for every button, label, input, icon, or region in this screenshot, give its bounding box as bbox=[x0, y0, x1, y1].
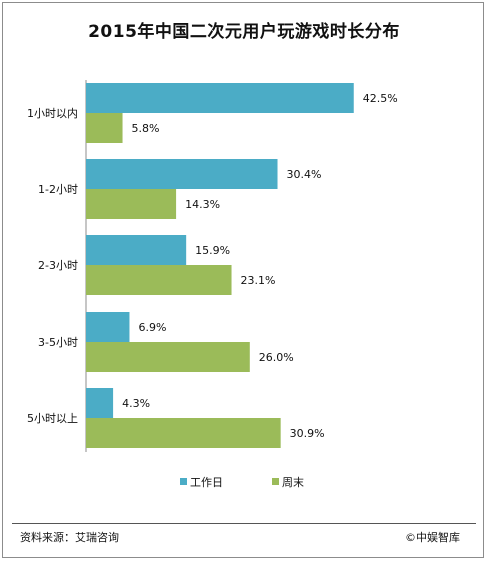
legend-label: 周末 bbox=[282, 475, 304, 489]
data-label: 14.3% bbox=[185, 198, 220, 211]
category-label: 5小时以上 bbox=[27, 412, 78, 425]
source-note: 资料来源：艾瑞咨询 bbox=[20, 531, 119, 544]
legend-swatch bbox=[272, 478, 279, 485]
footer-divider bbox=[12, 523, 476, 524]
category-label: 1-2小时 bbox=[38, 183, 78, 196]
data-label: 5.8% bbox=[132, 122, 160, 135]
bar-weekend bbox=[86, 342, 250, 372]
category-label: 1小时以内 bbox=[27, 106, 78, 120]
data-label: 30.9% bbox=[290, 427, 325, 440]
bar-weekday bbox=[86, 388, 114, 418]
data-label: 15.9% bbox=[195, 244, 230, 257]
bar-weekend bbox=[86, 265, 232, 295]
data-label: 42.5% bbox=[363, 92, 398, 105]
legend-swatch bbox=[180, 478, 187, 485]
bar-weekend bbox=[86, 113, 123, 143]
copyright-note: ©中娱智库 bbox=[405, 531, 460, 544]
data-label: 30.4% bbox=[287, 168, 322, 181]
data-label: 6.9% bbox=[138, 321, 166, 334]
category-label: 3-5小时 bbox=[38, 336, 78, 349]
bar-weekend bbox=[86, 189, 177, 219]
data-label: 26.0% bbox=[259, 351, 294, 364]
bar-weekday bbox=[86, 312, 130, 342]
data-label: 4.3% bbox=[122, 397, 150, 410]
chart-frame bbox=[2, 2, 484, 558]
bar-weekday bbox=[86, 235, 187, 265]
chart-title: 2015年中国二次元用户玩游戏时长分布 bbox=[88, 22, 400, 42]
data-label: 23.1% bbox=[241, 274, 276, 287]
bar-weekday bbox=[86, 159, 278, 189]
bar-weekend bbox=[86, 418, 281, 448]
category-label: 2-3小时 bbox=[38, 259, 78, 272]
legend-label: 工作日 bbox=[190, 476, 223, 489]
bar-weekday bbox=[86, 83, 354, 113]
